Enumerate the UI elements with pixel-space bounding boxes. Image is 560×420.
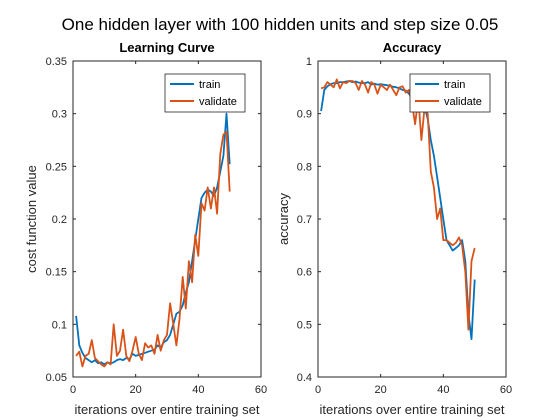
series-line-validate (320, 78, 476, 331)
chart-title: Learning Curve (119, 40, 214, 55)
y-tick-label: 0.5 (297, 319, 312, 331)
y-tick-label: 0.4 (297, 372, 312, 384)
legend: train validate (164, 73, 246, 113)
y-tick-label: 0.8 (297, 161, 312, 173)
x-axis-label: iterations over entire training set (320, 402, 505, 417)
legend-label-validate: validate (444, 96, 482, 108)
y-tick-label: 0.35 (46, 56, 67, 68)
x-tick-label: 60 (500, 384, 512, 396)
y-tick-label: 0.05 (46, 372, 67, 384)
y-tick-label: 1 (306, 56, 312, 68)
series-group (320, 78, 476, 341)
y-tick-label: 0.1 (52, 319, 67, 331)
legend: train validate (409, 73, 491, 113)
x-tick-label: 20 (375, 384, 387, 396)
legend-box (409, 73, 491, 113)
x-tick-label: 20 (130, 384, 142, 396)
y-tick-label: 0.6 (297, 267, 312, 279)
series-line-train (320, 80, 476, 341)
y-axis-label: cost function value (24, 165, 39, 273)
figure-suptitle: One hidden layer with 100 hidden units a… (62, 15, 499, 34)
series-line-validate (75, 130, 231, 368)
y-tick-label: 0.7 (297, 214, 312, 226)
x-tick-label: 60 (255, 384, 267, 396)
y-tick-label: 0.3 (52, 109, 67, 121)
chart-accuracy: Accuracy 0 20 40 60 0.4 0.5 0.6 0.7 0.8 0.9 1 iter… (276, 40, 512, 417)
plot-area (72, 60, 262, 378)
legend-label-validate: validate (199, 96, 237, 108)
x-tick-label: 40 (192, 384, 204, 396)
y-tick-label: 0.25 (46, 161, 67, 173)
y-tick-label: 0.9 (297, 109, 312, 121)
legend-box (164, 73, 246, 113)
y-tick-label: 0.2 (52, 214, 67, 226)
series-group (75, 112, 231, 368)
chart-title: Accuracy (383, 40, 442, 55)
x-axis-label: iterations over entire training set (75, 402, 260, 417)
legend-label-train: train (444, 79, 465, 91)
y-tick-label: 0.15 (46, 267, 67, 279)
legend-label-train: train (199, 79, 220, 91)
chart-learning-curve: Learning Curve 0 20 40 60 0.05 0.1 0.15 0.2 0.25… (24, 40, 267, 417)
x-tick-label: 40 (437, 384, 449, 396)
tick-group: 0 20 40 60 0.4 0.5 0.6 0.7 0.8 0.9 1 (297, 56, 512, 396)
x-tick-label: 0 (70, 384, 76, 396)
y-axis-label: accuracy (276, 192, 291, 245)
tick-group: 0 20 40 60 0.05 0.1 0.15 0.2 0.25 0.3 0.35 (46, 56, 268, 396)
x-tick-label: 0 (315, 384, 321, 396)
